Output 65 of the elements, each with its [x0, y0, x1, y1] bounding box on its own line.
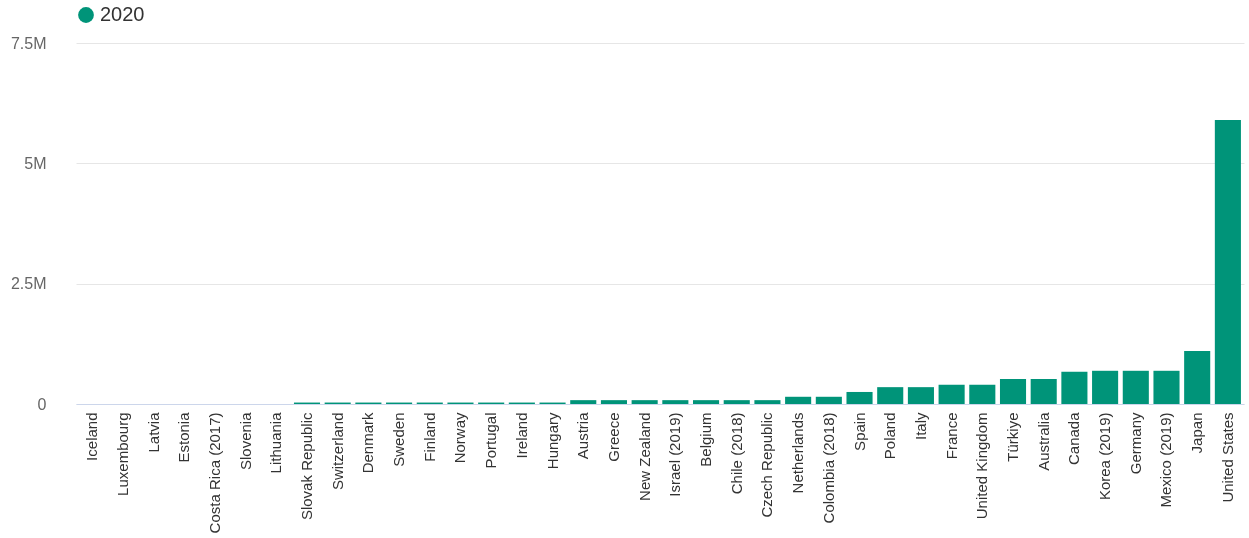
bar	[815, 396, 842, 404]
bar	[1061, 371, 1088, 404]
x-tick-label: Germany	[1126, 412, 1144, 475]
bar	[693, 400, 720, 404]
x-tick-label: Colombia (2018)	[819, 412, 837, 524]
x-tick-label: Czech Republic	[758, 412, 776, 518]
x-tick-label: Ireland	[512, 412, 530, 459]
bar	[785, 396, 812, 404]
x-tick-label: Korea (2019)	[1096, 412, 1114, 501]
bar	[1153, 370, 1180, 404]
x-tick-label: Estonia	[175, 411, 193, 463]
x-tick-label: Japan	[1188, 412, 1206, 454]
x-tick-label: Chile (2018)	[727, 412, 745, 495]
bar	[1184, 351, 1211, 404]
x-tick-label: Denmark	[359, 412, 377, 474]
bar	[938, 384, 965, 404]
bar	[570, 400, 597, 404]
x-tick-label: Hungary	[543, 412, 561, 470]
x-tick-label: Sweden	[390, 412, 408, 467]
bar	[1092, 370, 1119, 404]
x-tick-label: Australia	[1034, 411, 1052, 471]
bar	[600, 400, 627, 404]
x-tick-label: Norway	[451, 412, 469, 464]
x-tick-label: Türkiye	[1004, 412, 1022, 462]
x-tick-label: New Zealand	[635, 412, 653, 501]
x-tick-label: Poland	[881, 412, 899, 460]
bar	[754, 400, 781, 404]
x-tick-label: Spain	[850, 412, 868, 451]
y-tick-label: 0	[37, 395, 47, 413]
y-tick-label: 2.5M	[10, 275, 47, 293]
x-tick-label: Slovenia	[236, 411, 254, 471]
legend-label: 2020	[100, 3, 145, 25]
bar	[1030, 378, 1057, 404]
bar	[1122, 370, 1149, 404]
x-tick-label: Iceland	[83, 412, 101, 461]
x-tick-label: Greece	[604, 412, 622, 462]
bar	[723, 400, 750, 404]
x-tick-label: Finland	[420, 412, 438, 462]
x-tick-label: Lithuania	[267, 411, 285, 474]
x-tick-label: Belgium	[697, 412, 715, 467]
x-tick-label: Mexico (2019)	[1157, 412, 1175, 508]
bar	[969, 384, 996, 404]
x-tick-label: Costa Rica (2017)	[205, 412, 223, 534]
x-tick-label: United States	[1218, 412, 1236, 503]
x-tick-label: Canada	[1065, 411, 1083, 466]
x-tick-label: Switzerland	[328, 412, 346, 491]
x-tick-label: Israel (2019)	[666, 412, 684, 497]
bar	[877, 387, 904, 404]
bar	[999, 378, 1027, 404]
x-tick-label: Italy	[911, 412, 929, 441]
x-tick-label: Netherlands	[789, 412, 807, 494]
x-tick-label: Slovak Republic	[297, 412, 315, 521]
bar	[631, 400, 658, 404]
y-tick-label: 7.5M	[10, 34, 47, 52]
y-tick-label: 5M	[24, 154, 47, 172]
bar	[846, 391, 873, 404]
bar	[1214, 120, 1241, 404]
bar	[907, 387, 934, 404]
bar	[662, 400, 689, 404]
x-tick-label: United Kingdom	[973, 412, 991, 520]
x-tick-label: France	[942, 412, 960, 460]
x-tick-label: Latvia	[144, 411, 162, 453]
x-tick-label: Portugal	[482, 412, 500, 469]
x-tick-label: Austria	[574, 411, 592, 460]
x-tick-label: Luxembourg	[113, 412, 131, 496]
